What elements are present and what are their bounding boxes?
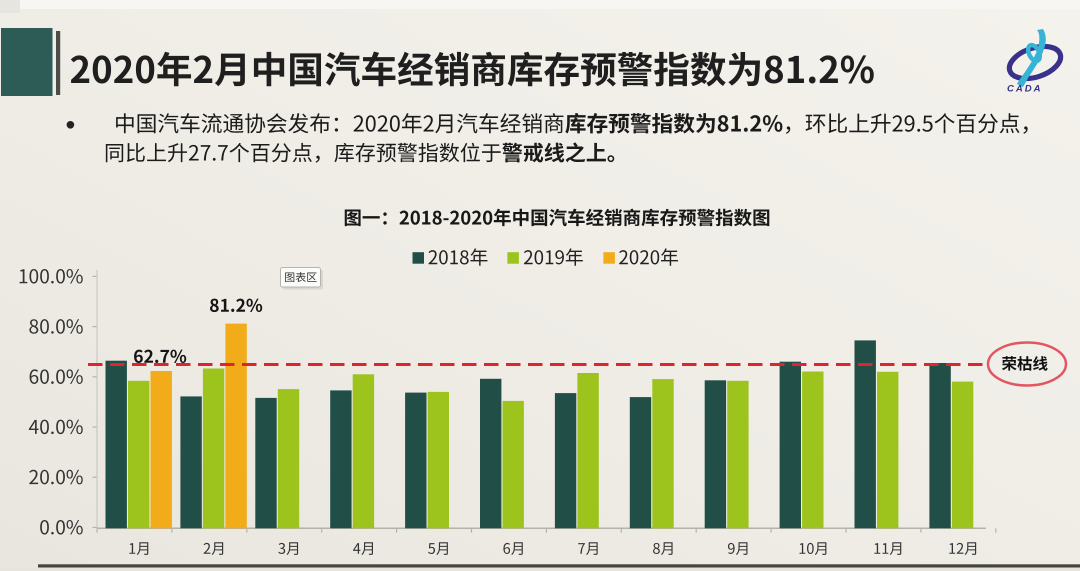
svg-text:CADA: CADA — [1007, 84, 1042, 95]
